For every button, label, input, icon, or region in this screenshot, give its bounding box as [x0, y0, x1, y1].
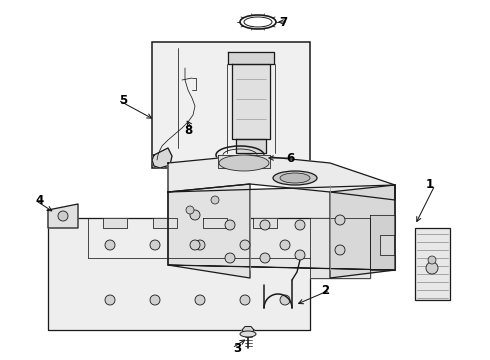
Circle shape	[428, 256, 436, 264]
Circle shape	[335, 245, 345, 255]
Polygon shape	[242, 327, 254, 333]
Text: 1: 1	[426, 179, 434, 192]
Circle shape	[295, 220, 305, 230]
Circle shape	[240, 240, 250, 250]
Circle shape	[280, 295, 290, 305]
Circle shape	[280, 240, 290, 250]
Circle shape	[105, 295, 115, 305]
Polygon shape	[370, 215, 395, 270]
Text: 2: 2	[321, 284, 329, 297]
Circle shape	[225, 253, 235, 263]
Circle shape	[190, 240, 200, 250]
Text: 8: 8	[184, 123, 192, 136]
Polygon shape	[168, 265, 395, 270]
Circle shape	[211, 196, 219, 204]
Circle shape	[195, 240, 205, 250]
Text: 3: 3	[233, 342, 241, 355]
Polygon shape	[48, 218, 370, 330]
Polygon shape	[168, 185, 395, 270]
Circle shape	[195, 295, 205, 305]
Circle shape	[150, 295, 160, 305]
Circle shape	[335, 215, 345, 225]
Polygon shape	[310, 218, 370, 278]
Circle shape	[426, 262, 438, 274]
Polygon shape	[103, 218, 127, 228]
Polygon shape	[168, 184, 250, 278]
Polygon shape	[152, 148, 172, 168]
Polygon shape	[203, 218, 227, 228]
Bar	[415, 228, 450, 300]
Polygon shape	[330, 185, 395, 278]
Polygon shape	[218, 155, 270, 168]
Text: 6: 6	[286, 152, 294, 165]
Text: 4: 4	[36, 194, 44, 207]
Ellipse shape	[240, 331, 256, 337]
Polygon shape	[253, 218, 277, 228]
Polygon shape	[153, 218, 177, 228]
Circle shape	[105, 240, 115, 250]
Circle shape	[186, 206, 194, 214]
Ellipse shape	[273, 171, 317, 185]
Circle shape	[260, 220, 270, 230]
Circle shape	[58, 211, 68, 221]
Text: 7: 7	[279, 15, 287, 28]
Circle shape	[150, 240, 160, 250]
Circle shape	[225, 220, 235, 230]
Polygon shape	[236, 139, 266, 153]
Polygon shape	[48, 204, 78, 228]
Circle shape	[295, 250, 305, 260]
Ellipse shape	[280, 173, 310, 183]
Circle shape	[190, 210, 200, 220]
Polygon shape	[232, 64, 270, 139]
Bar	[152, 42, 310, 168]
Ellipse shape	[219, 155, 269, 171]
Circle shape	[240, 295, 250, 305]
Circle shape	[260, 253, 270, 263]
Polygon shape	[228, 52, 274, 64]
Polygon shape	[168, 155, 395, 200]
Text: 5: 5	[119, 94, 127, 107]
